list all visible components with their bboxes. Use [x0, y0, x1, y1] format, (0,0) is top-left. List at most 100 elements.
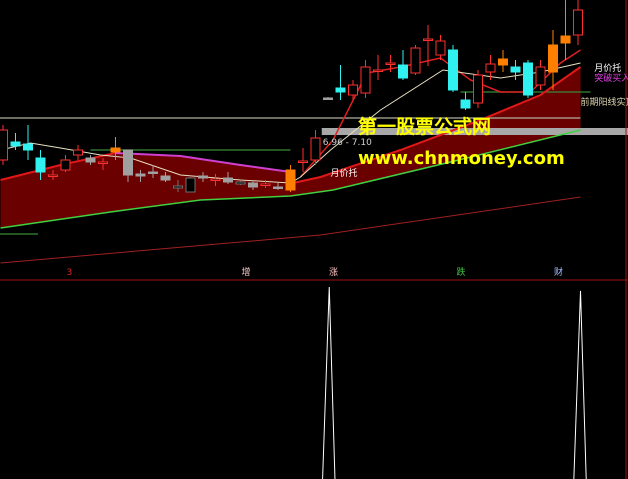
- candle-body: [498, 58, 508, 66]
- candle-body: [110, 147, 121, 153]
- candle: [285, 165, 296, 192]
- candle-body: [323, 97, 333, 100]
- signal-marker: 3: [66, 268, 73, 278]
- annotation-label: 月价托: [330, 169, 358, 179]
- band-fill-area: [0, 67, 581, 228]
- annotation-label: 前期阳线实顶: [580, 98, 628, 108]
- candle: [298, 148, 308, 172]
- candle-body: [423, 38, 433, 41]
- candle: [435, 35, 446, 60]
- candle: [523, 60, 533, 98]
- candle: [160, 172, 171, 182]
- candle-body: [273, 186, 283, 189]
- candle: [560, 0, 571, 60]
- candle: [110, 137, 121, 160]
- candle-body: [148, 171, 158, 174]
- candle-body: [198, 175, 208, 179]
- candle-body: [335, 87, 346, 93]
- candle: [460, 92, 471, 110]
- candle-body: [485, 63, 496, 73]
- candle-body: [0, 129, 8, 161]
- candle: [448, 45, 458, 92]
- candle: [98, 158, 108, 170]
- candle: [48, 170, 58, 180]
- indicator-spike: [573, 290, 587, 479]
- candles: [0, 0, 583, 193]
- candle-body: [373, 69, 383, 72]
- candle: [85, 155, 96, 165]
- candle-body: [435, 40, 446, 56]
- candle: [273, 183, 283, 190]
- candle: [573, 0, 583, 45]
- candle: [0, 125, 8, 165]
- candle: [498, 50, 508, 72]
- watermark-url: www.chnmoney.com: [358, 148, 565, 169]
- candle: [360, 60, 371, 98]
- candle-body: [310, 137, 321, 161]
- candle: [348, 80, 358, 100]
- candle: [185, 177, 196, 193]
- candle-body: [560, 35, 571, 44]
- candle: [423, 25, 433, 66]
- candle-body: [248, 182, 258, 188]
- candle: [410, 45, 421, 75]
- candle: [173, 180, 183, 192]
- candle: [60, 155, 71, 172]
- candle-body: [48, 174, 58, 177]
- candle: [223, 172, 233, 184]
- candle-body: [98, 161, 108, 164]
- candle-body: [573, 9, 583, 36]
- candle-body: [73, 149, 83, 156]
- candle-body: [398, 64, 408, 79]
- candle-body: [235, 181, 246, 185]
- candle: [473, 70, 483, 108]
- candle-body: [448, 49, 458, 91]
- candle: [335, 65, 346, 100]
- candle: [548, 30, 558, 90]
- candle: [248, 180, 258, 190]
- ma-line: [0, 196, 581, 264]
- candle-body: [60, 159, 71, 171]
- candle: [210, 174, 221, 186]
- candle-body: [548, 44, 558, 73]
- candle-body: [85, 157, 96, 163]
- candle-body: [348, 84, 358, 96]
- indicator-spike: [322, 286, 336, 479]
- candle-body: [23, 143, 33, 151]
- candle-body: [185, 177, 196, 193]
- signal-marker: 跌: [456, 268, 466, 278]
- candle-body: [285, 169, 296, 191]
- candle-body: [523, 62, 533, 96]
- candle: [10, 133, 21, 150]
- watermark-title: 第一股票公式网: [358, 116, 492, 138]
- band-fill: [0, 67, 581, 228]
- candle-body: [210, 178, 221, 181]
- candle: [135, 170, 146, 182]
- annotation-label: 月价托: [594, 64, 622, 74]
- candle-body: [360, 66, 371, 94]
- candle: [35, 150, 46, 180]
- candle: [385, 55, 396, 72]
- candle-body: [223, 177, 233, 183]
- zone-label: 6.96 - 7.10: [322, 138, 372, 148]
- price-zone: [321, 128, 628, 135]
- candle-body: [160, 175, 171, 181]
- candle-body: [298, 160, 308, 163]
- candle-body: [135, 173, 146, 177]
- candle: [323, 97, 333, 100]
- candle-body: [173, 185, 183, 189]
- candle-body: [10, 141, 21, 147]
- candle: [485, 55, 496, 80]
- candle: [310, 130, 321, 165]
- ma-line: [0, 129, 581, 229]
- ma-line: [292, 66, 582, 184]
- candle: [198, 172, 208, 182]
- candle: [535, 60, 546, 90]
- candle: [398, 50, 408, 80]
- candle-body: [460, 99, 471, 109]
- candle: [123, 149, 133, 182]
- candle-body: [260, 183, 271, 186]
- ma-line: [115, 152, 291, 173]
